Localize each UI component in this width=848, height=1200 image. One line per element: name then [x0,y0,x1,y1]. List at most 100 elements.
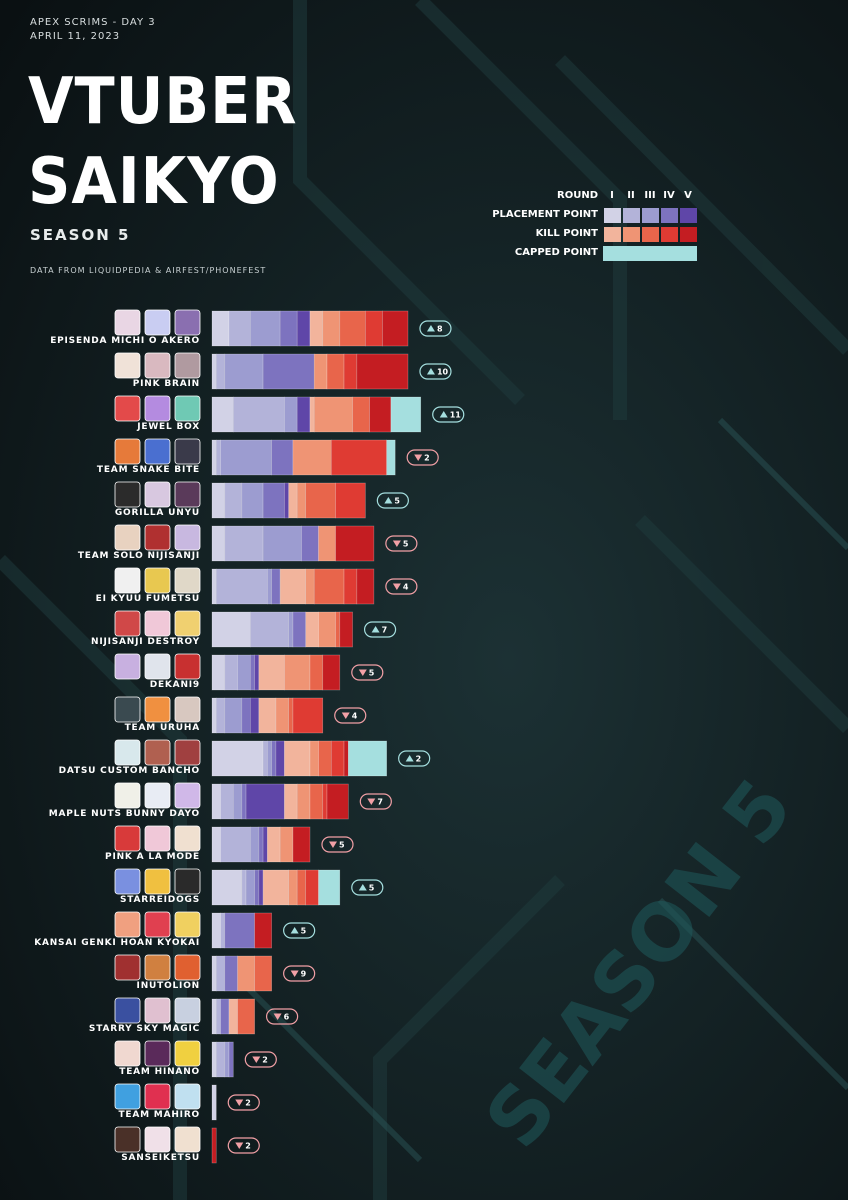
team-avatar [144,825,171,852]
team-avatar [174,309,201,336]
bar-segment-placement [224,482,243,519]
team-avatar [114,696,141,723]
arrow-down-icon [341,712,350,719]
team-name: GORILLA UNYU [115,508,200,518]
rank-change-value: 5 [403,540,409,549]
team-avatar [114,739,141,766]
rank-change-value: 7 [382,626,388,635]
bar-segment-placement [211,998,217,1035]
title-line-1: VTUBER [28,65,298,139]
team-name: DEKANI9 [150,680,200,690]
arrow-up-icon [426,325,435,332]
bar-segment-placement [224,353,264,390]
team-avatar [114,911,141,938]
rank-change-badge: 6 [266,1008,299,1025]
bar-segment-placement [241,869,247,906]
bar-segment-kill [313,568,345,605]
team-name: PINK A LA MODE [105,852,200,862]
bar-segment-kill [309,310,324,347]
rank-change-value: 2 [416,755,422,764]
bar-segment-placement [275,740,285,777]
rank-change-value: 5 [369,669,375,678]
bar-segment-placement [220,998,230,1035]
bar-segment-placement [211,568,217,605]
bar-segment-kill [296,869,307,906]
bar-segment-kill [267,826,281,863]
team-avatar [114,782,141,809]
bar-segment-kill [339,611,353,648]
team-avatar [174,567,201,594]
title-line-2: SAIKYO [28,145,280,219]
bar-segment-placement [215,697,226,734]
legend-capped-label: CAPPED POINT [514,247,598,258]
bar-segment-kill [284,654,311,691]
team-avatar [174,782,201,809]
bar-segment-kill [305,611,319,648]
team-name: EI KYUU FUMETSU [96,594,200,604]
arrow-down-icon [273,1013,282,1020]
bar-segment-placement [228,1041,234,1078]
team-avatar [174,1040,201,1067]
arrow-up-icon [405,755,414,762]
team-name: NIJISANJI DESTROY [91,637,200,647]
bar-segment-placement [250,826,260,863]
bar-segment-placement [211,353,217,390]
team-name: INUTOLION [137,981,200,991]
rank-change-badge: 11 [432,406,465,423]
team-avatar [144,997,171,1024]
bar-segment-placement [224,955,238,992]
bar-segment-kill [292,826,311,863]
rank-change-value: 7 [377,798,383,807]
legend-kill-swatch-5 [680,227,697,242]
bar-segment-placement [224,912,255,949]
bar-segment-kill [292,697,324,734]
bar-segment-placement [220,826,251,863]
team-avatar [114,653,141,680]
team-avatar [114,438,141,465]
arrow-up-icon [439,411,448,418]
rank-change-value: 6 [284,1013,290,1022]
team-avatar [114,868,141,895]
bar-segment-kill [322,783,328,820]
bar-segment-placement [262,826,268,863]
team-avatar [114,567,141,594]
legend-placement-swatch-3 [642,208,659,223]
bar-segment-kill [284,783,298,820]
team-avatar [174,352,201,379]
bar-segment-placement [224,654,238,691]
rank-change-value: 2 [245,1142,251,1151]
legend-kill-swatch-4 [661,227,678,242]
bar-segment-kill [275,697,289,734]
arrow-down-icon [328,841,337,848]
data-source-note: DATA FROM LIQUIDPEDIA & AIRFEST/PHONEFES… [30,266,267,275]
legend-kill-label: KILL POINT [535,228,598,239]
team-avatar [174,481,201,508]
bar-segment-placement [284,482,289,519]
rank-change-badge: 4 [334,707,367,724]
bar-segment-kill [305,482,336,519]
rank-change-value: 5 [339,841,345,850]
bar-segment-placement [211,697,217,734]
bar-segment-kill [279,826,294,863]
bar-segment-kill [309,740,319,777]
team-name: STARRY SKY MAGIC [89,1024,200,1034]
bar-segment-capped [390,396,422,433]
bar-segment-kill [258,654,285,691]
bar-segment-placement [215,955,226,992]
bar-segment-placement [262,525,302,562]
bar-segment-placement [271,439,294,476]
team-avatar [114,309,141,336]
season-subtitle: SEASON 5 [30,226,131,244]
bar-segment-kill [292,439,332,476]
bar-segment-kill [335,611,341,648]
legend-kill-swatch-3 [642,227,659,242]
bar-segment-kill [211,1127,217,1164]
team-avatar [174,653,201,680]
rank-change-badge: 2 [244,1051,277,1068]
bar-segment-kill [237,998,255,1035]
bar-segment-placement [211,740,264,777]
rank-change-value: 2 [245,1099,251,1108]
rank-change-badge: 2 [227,1137,260,1154]
bar-segment-kill [322,654,341,691]
team-avatar [174,524,201,551]
